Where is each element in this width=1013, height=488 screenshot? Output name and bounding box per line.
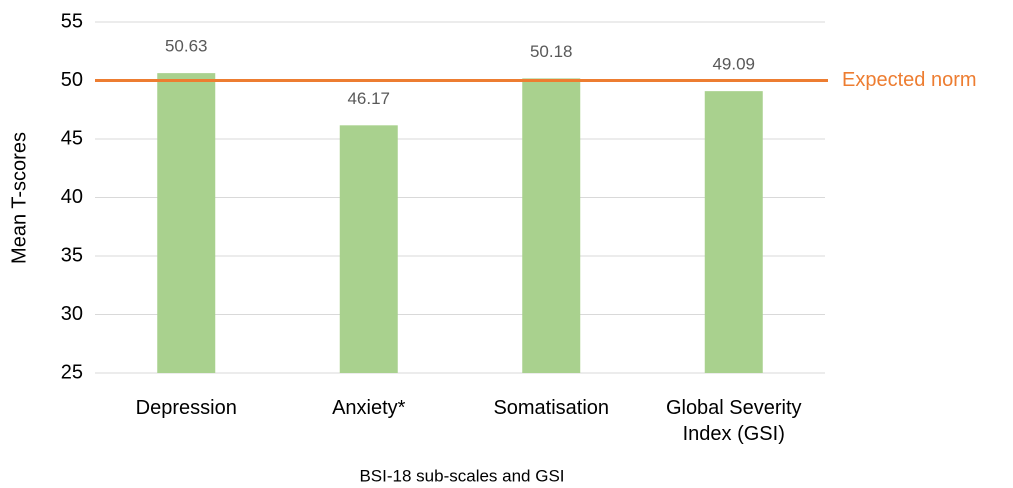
data-label: 50.18 (530, 42, 573, 61)
bar (157, 73, 216, 373)
data-label: 50.63 (165, 37, 208, 56)
bar (704, 91, 763, 373)
y-tick-label: 50 (61, 69, 83, 91)
y-tick-label: 45 (61, 127, 83, 149)
bar (522, 78, 581, 374)
y-tick-label: 55 (61, 10, 83, 32)
y-tick-label: 30 (61, 303, 83, 325)
x-tick-label: Global Severity Index (GSI) (665, 397, 802, 445)
bar (339, 125, 398, 373)
x-tick-label: Somatisation (493, 397, 610, 419)
y-axis-title: Mean T-scores (8, 132, 30, 264)
data-label: 49.09 (712, 55, 755, 74)
x-tick-label: Depression (135, 397, 237, 419)
y-tick-label: 25 (61, 361, 83, 383)
data-label: 46.17 (347, 89, 390, 108)
reference-label: Expected norm (842, 69, 977, 91)
x-tick-label: Anxiety* (332, 397, 406, 419)
y-tick-label: 40 (61, 186, 83, 208)
x-axis-title: BSI-18 sub-scales and GSI (359, 466, 564, 485)
y-tick-label: 35 (61, 244, 83, 266)
